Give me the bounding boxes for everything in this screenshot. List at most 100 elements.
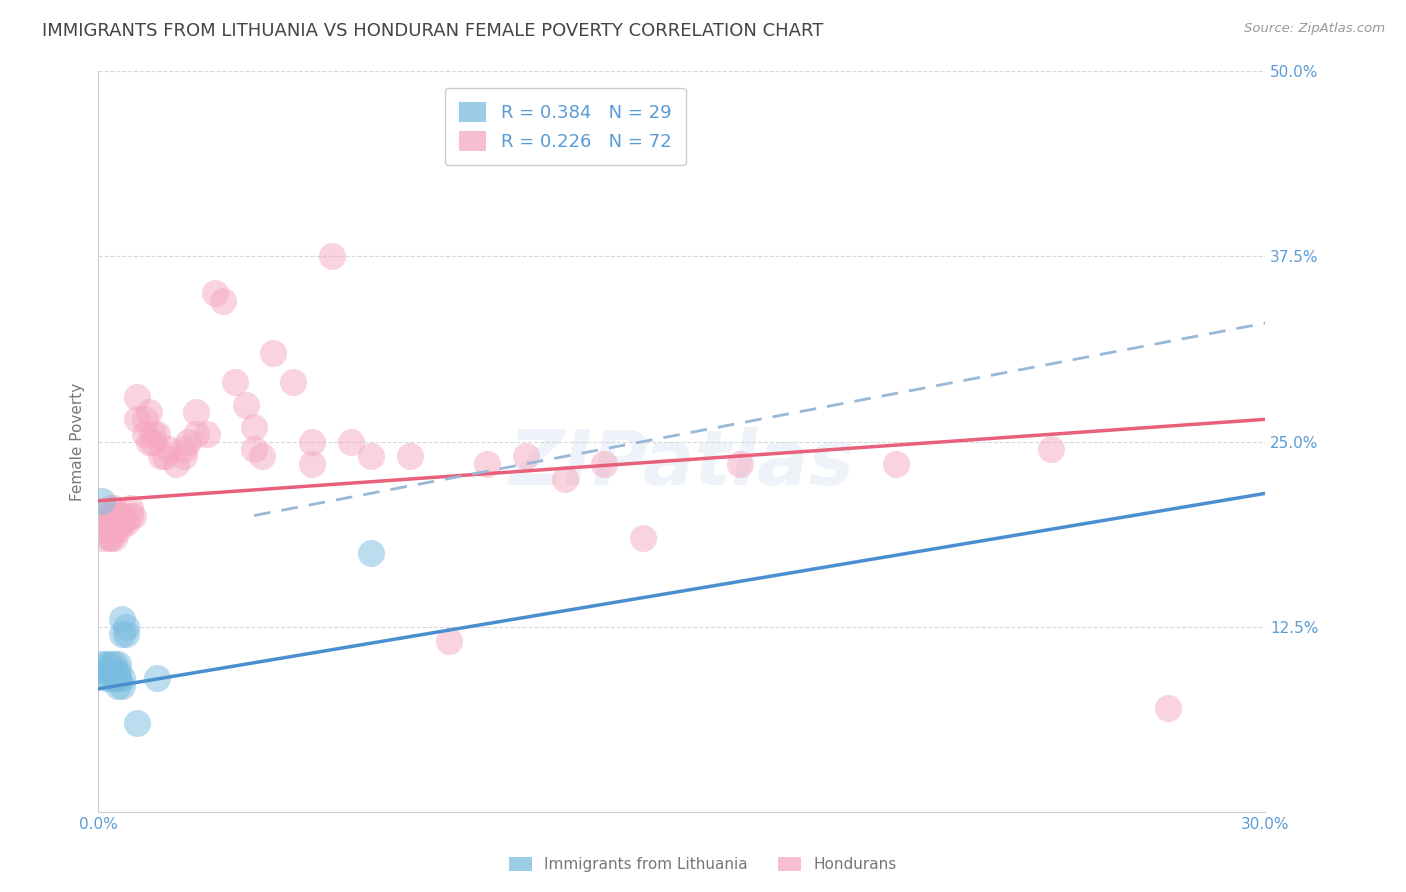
Point xyxy=(107,524,129,538)
Point xyxy=(107,657,129,671)
Point xyxy=(96,664,118,678)
Point xyxy=(107,508,129,523)
Point xyxy=(127,412,149,426)
Point xyxy=(96,508,118,523)
Point xyxy=(107,516,129,530)
Point xyxy=(177,434,200,449)
Point xyxy=(250,450,273,464)
Point xyxy=(114,516,136,530)
Point xyxy=(301,457,323,471)
Point xyxy=(118,508,141,523)
Point xyxy=(281,376,304,390)
Point xyxy=(631,531,654,545)
Point xyxy=(515,450,537,464)
Point xyxy=(114,619,136,633)
Point xyxy=(554,471,576,485)
Point xyxy=(107,664,129,678)
Point xyxy=(184,427,207,442)
Point xyxy=(96,524,118,538)
Point xyxy=(103,508,125,523)
Point xyxy=(98,657,121,671)
Point xyxy=(262,345,284,359)
Point xyxy=(1157,701,1180,715)
Point xyxy=(103,516,125,530)
Point xyxy=(173,442,195,456)
Point xyxy=(173,450,195,464)
Text: ZIPatlas: ZIPatlas xyxy=(509,426,855,500)
Point xyxy=(91,657,114,671)
Legend: Immigrants from Lithuania, Hondurans: Immigrants from Lithuania, Hondurans xyxy=(502,849,904,880)
Point xyxy=(360,546,382,560)
Point xyxy=(98,508,121,523)
Point xyxy=(103,672,125,686)
Legend: R = 0.384   N = 29, R = 0.226   N = 72: R = 0.384 N = 29, R = 0.226 N = 72 xyxy=(444,87,686,166)
Point xyxy=(884,457,907,471)
Point xyxy=(301,434,323,449)
Point xyxy=(107,508,129,523)
Point xyxy=(398,450,420,464)
Point xyxy=(103,524,125,538)
Point xyxy=(153,450,176,464)
Point xyxy=(437,634,460,648)
Point xyxy=(98,516,121,530)
Point xyxy=(730,457,752,471)
Text: IMMIGRANTS FROM LITHUANIA VS HONDURAN FEMALE POVERTY CORRELATION CHART: IMMIGRANTS FROM LITHUANIA VS HONDURAN FE… xyxy=(42,22,824,40)
Point xyxy=(111,679,134,693)
Point xyxy=(204,286,226,301)
Point xyxy=(98,531,121,545)
Point xyxy=(146,427,169,442)
Point xyxy=(142,434,165,449)
Point xyxy=(157,442,180,456)
Point xyxy=(235,398,257,412)
Point xyxy=(321,250,343,264)
Point xyxy=(224,376,246,390)
Point xyxy=(103,501,125,516)
Point xyxy=(127,390,149,404)
Point xyxy=(98,664,121,678)
Point xyxy=(360,450,382,464)
Point xyxy=(138,405,160,419)
Point xyxy=(103,664,125,678)
Point xyxy=(122,508,145,523)
Point xyxy=(98,531,121,545)
Point xyxy=(340,434,363,449)
Point xyxy=(149,450,172,464)
Point xyxy=(146,672,169,686)
Point xyxy=(195,427,218,442)
Y-axis label: Female Poverty: Female Poverty xyxy=(69,383,84,500)
Point xyxy=(107,672,129,686)
Point xyxy=(98,516,121,530)
Point xyxy=(111,516,134,530)
Point xyxy=(593,457,616,471)
Point xyxy=(98,664,121,678)
Point xyxy=(134,427,156,442)
Point xyxy=(96,672,118,686)
Point xyxy=(243,442,266,456)
Point xyxy=(96,657,118,671)
Text: Source: ZipAtlas.com: Source: ZipAtlas.com xyxy=(1244,22,1385,36)
Point xyxy=(243,419,266,434)
Point xyxy=(107,679,129,693)
Point xyxy=(111,516,134,530)
Point xyxy=(96,664,118,678)
Point xyxy=(138,434,160,449)
Point xyxy=(1040,442,1063,456)
Point xyxy=(98,501,121,516)
Point xyxy=(91,531,114,545)
Point xyxy=(111,612,134,626)
Point xyxy=(111,627,134,641)
Point xyxy=(98,672,121,686)
Point xyxy=(114,627,136,641)
Point xyxy=(127,715,149,730)
Point xyxy=(111,508,134,523)
Point xyxy=(111,508,134,523)
Point xyxy=(111,672,134,686)
Point xyxy=(91,493,114,508)
Point xyxy=(212,293,235,308)
Point xyxy=(107,516,129,530)
Point xyxy=(98,664,121,678)
Point xyxy=(184,405,207,419)
Point xyxy=(103,531,125,545)
Point xyxy=(165,457,187,471)
Point xyxy=(142,427,165,442)
